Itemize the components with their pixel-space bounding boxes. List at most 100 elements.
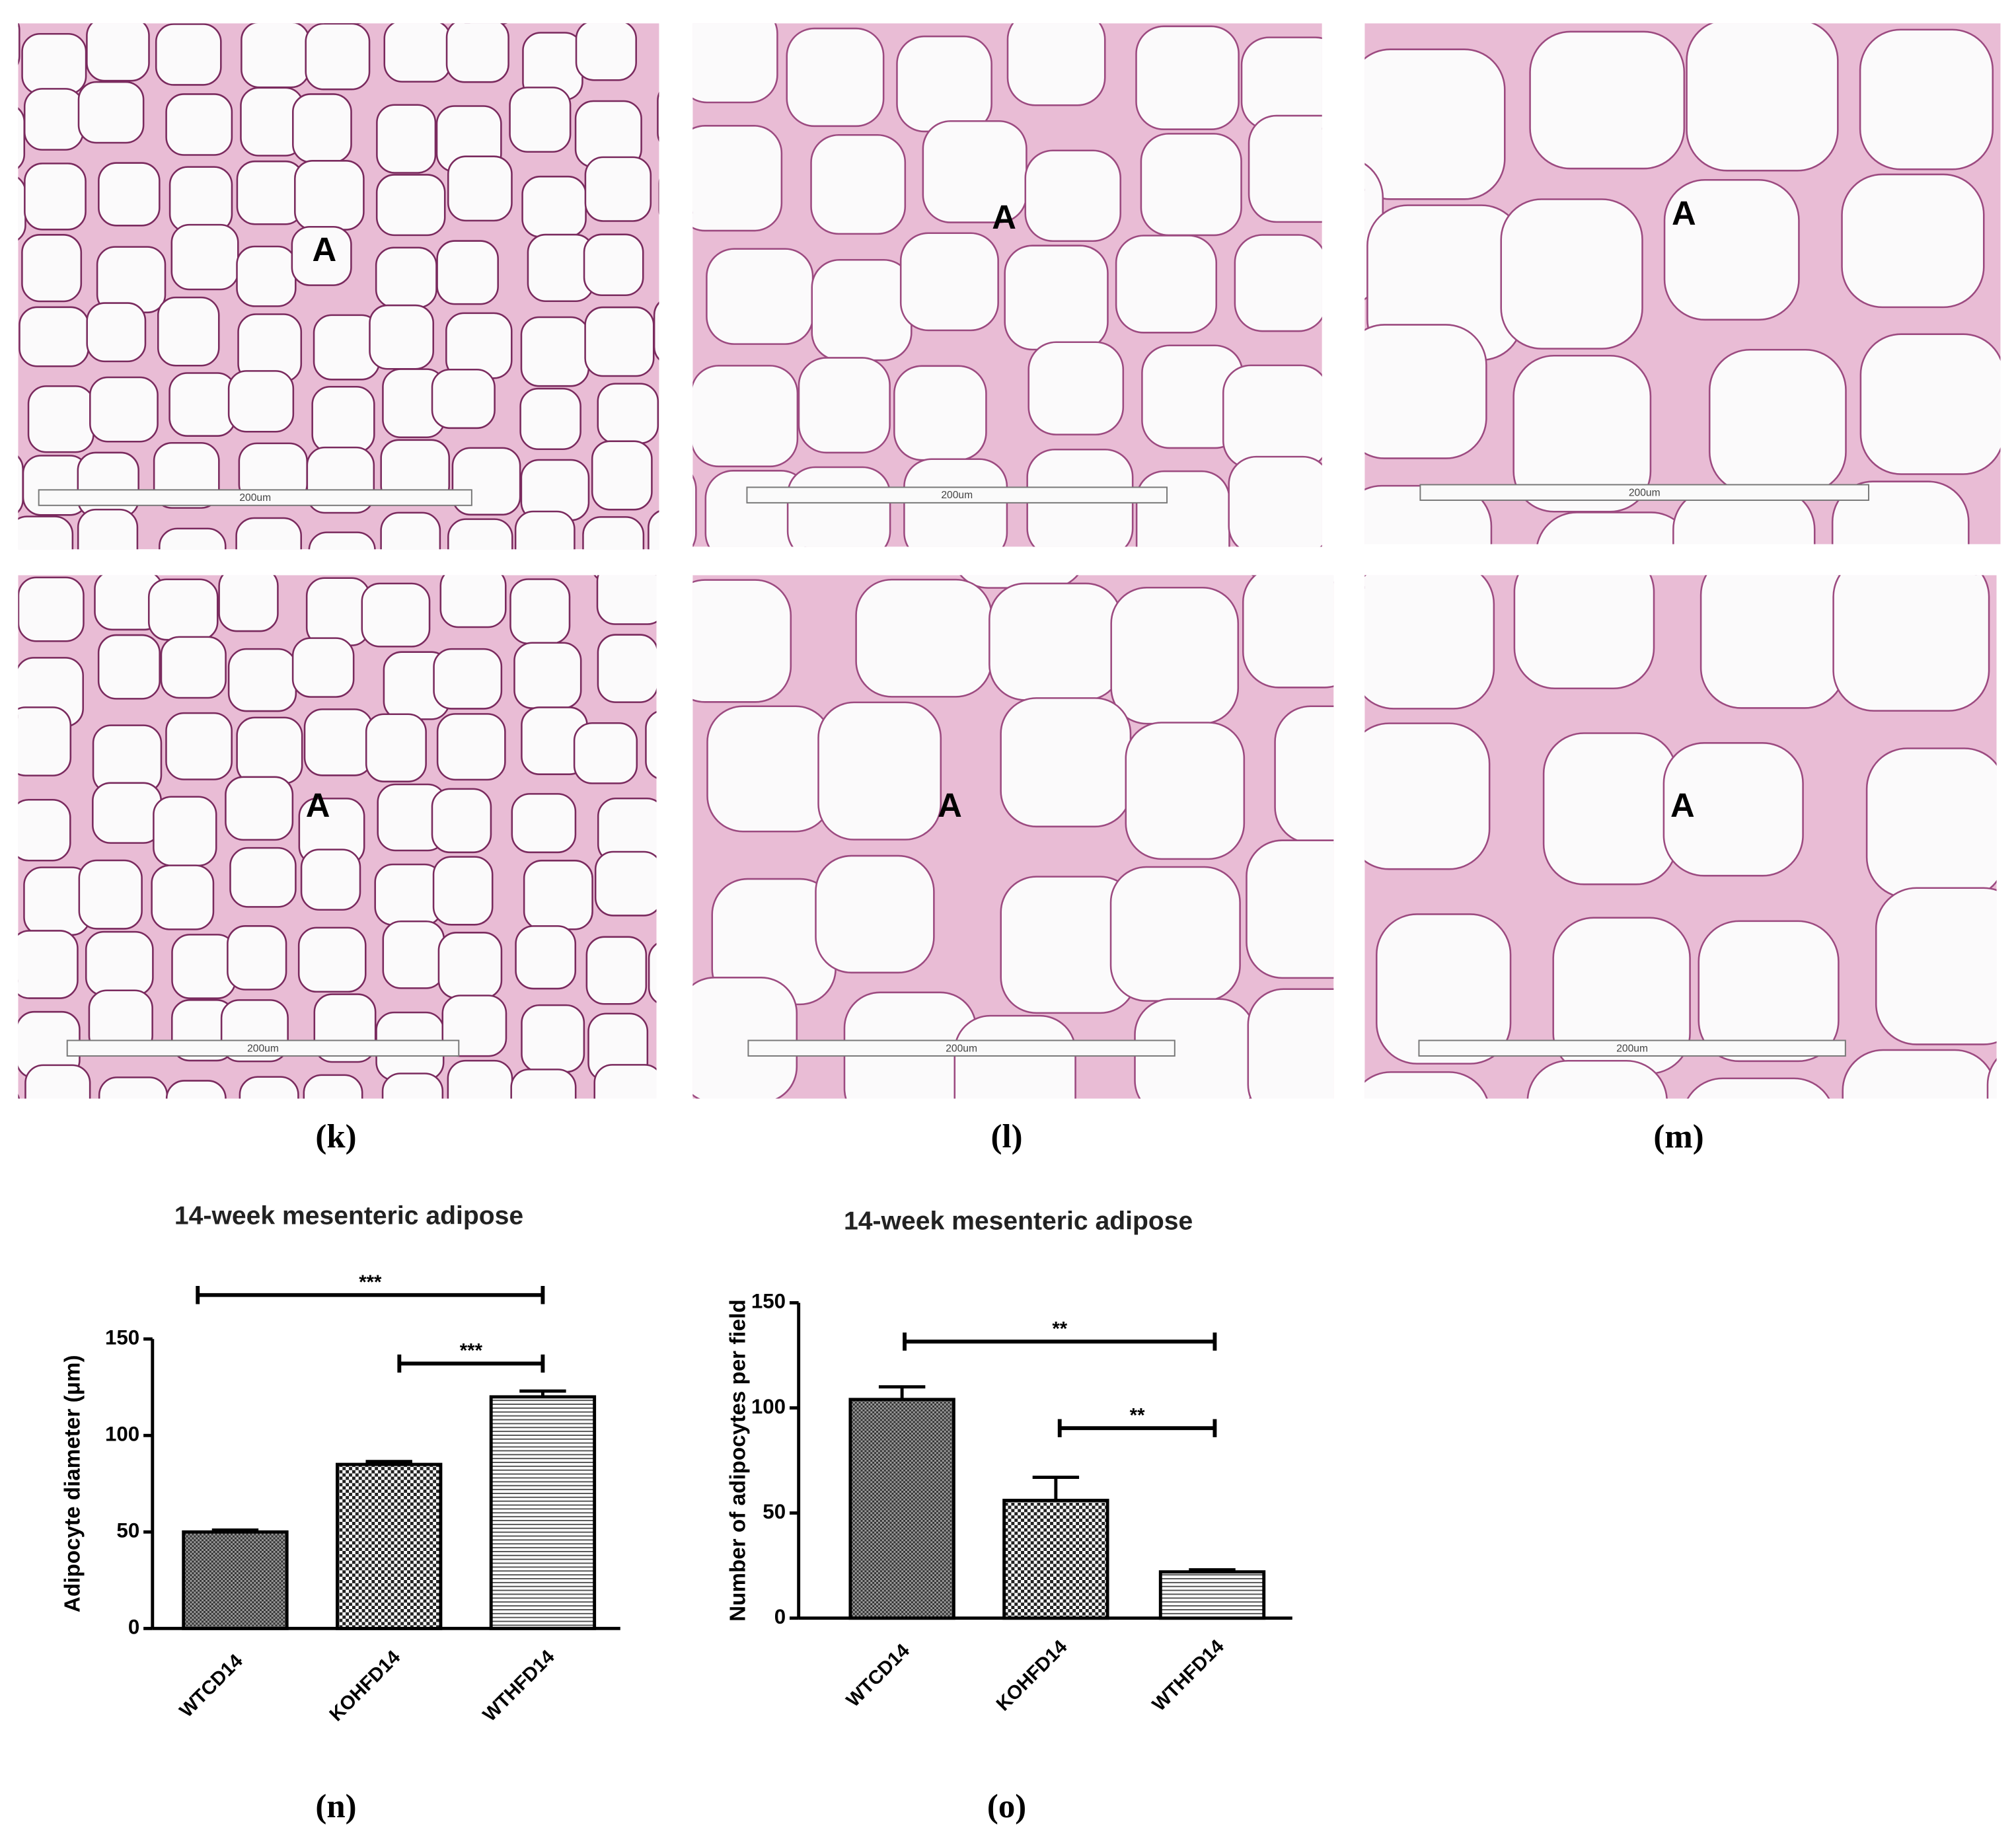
adipocyte xyxy=(85,930,154,997)
adipocyte xyxy=(0,1000,12,1059)
adipocyte xyxy=(1109,866,1241,1002)
adipocyte xyxy=(521,175,587,238)
scale-bar xyxy=(1419,484,1870,501)
adipocyte xyxy=(1024,149,1121,243)
adipocyte xyxy=(227,370,295,433)
adipocyte xyxy=(1135,25,1240,130)
adipocyte xyxy=(78,859,143,930)
adipocyte xyxy=(465,23,507,25)
adipocyte xyxy=(597,634,657,703)
adipocyte xyxy=(227,648,297,712)
adipocyte xyxy=(1248,114,1322,223)
adipocyte xyxy=(1364,48,1506,200)
significance-label: *** xyxy=(359,1271,382,1293)
adipocyte xyxy=(18,176,26,241)
adipocyte xyxy=(432,856,494,926)
adipocyte xyxy=(92,782,163,844)
adipocyte xyxy=(0,724,11,784)
x-tick-label: WTHFD14 xyxy=(478,1645,559,1726)
y-tick-label: 150 xyxy=(751,1290,786,1313)
adipocyte xyxy=(691,0,790,11)
adipocyte xyxy=(786,27,885,128)
x-tick-label: WTCD14 xyxy=(842,1639,914,1712)
significance-bracket xyxy=(1057,1419,1217,1437)
adipocyte xyxy=(579,1137,638,1199)
adipocyte xyxy=(1832,575,1990,712)
adipocyte xyxy=(899,232,999,332)
adipocyte xyxy=(1686,23,1839,172)
adipocyte xyxy=(374,863,443,926)
adipocyte xyxy=(1125,722,1246,860)
adipocyte xyxy=(657,91,659,142)
adipocyte xyxy=(575,23,637,81)
adipocyte xyxy=(300,848,361,911)
adipocyte xyxy=(1364,722,1491,870)
adipocyte xyxy=(1004,245,1109,351)
adipocyte xyxy=(241,23,310,89)
adipocyte xyxy=(1842,1049,1996,1099)
y-axis-label: Adipocyte diameter (μm) xyxy=(60,1355,85,1612)
y-tick-label: 100 xyxy=(751,1395,786,1418)
adipocyte xyxy=(1698,0,1835,21)
adipocyte xyxy=(1364,575,1495,710)
adipocyte xyxy=(841,1140,962,1259)
adipocyte xyxy=(0,511,7,575)
adipocyte xyxy=(1529,30,1686,170)
adipocyte xyxy=(1352,1241,1499,1384)
adipocyte xyxy=(521,1004,585,1073)
y-tick-label: 150 xyxy=(105,1326,139,1349)
adipocyte xyxy=(1663,178,1800,321)
adipocyte xyxy=(584,306,655,377)
adipocyte xyxy=(585,936,648,1005)
error-bar xyxy=(519,1389,566,1397)
adipocyte xyxy=(706,705,833,833)
adipocyte xyxy=(585,0,653,11)
adipocyte xyxy=(513,642,582,709)
adipocyte xyxy=(445,23,509,83)
adipocyte xyxy=(86,23,150,82)
adipocyte xyxy=(155,23,222,86)
adipocyte xyxy=(583,233,644,297)
adipocyte xyxy=(27,385,94,453)
adipocyte xyxy=(1115,235,1218,334)
adipocyte xyxy=(1242,575,1334,689)
adipocyte xyxy=(376,104,437,174)
micrograph: 200um xyxy=(1352,575,1997,1384)
adipocyte xyxy=(1027,341,1125,435)
adipocyte xyxy=(1027,0,1133,15)
adipocyte xyxy=(803,0,902,3)
adipocyte xyxy=(168,372,237,437)
adipocyte xyxy=(239,1076,299,1099)
adipocyte xyxy=(810,133,907,235)
adipocyte xyxy=(294,160,365,231)
adipocyte xyxy=(235,517,302,550)
adipocyte xyxy=(18,930,79,999)
adipocyte xyxy=(920,0,1016,19)
adipocyte xyxy=(18,515,74,550)
error-bar xyxy=(1032,1476,1080,1501)
adipocyte xyxy=(1986,1058,1997,1099)
adipocyte xyxy=(1247,988,1334,1099)
adipocyte xyxy=(692,579,792,703)
chart-title: 14-week mesenteric adipose xyxy=(844,1207,1193,1236)
adipocyte xyxy=(151,864,215,930)
adipocyte xyxy=(171,934,237,999)
adipocyte xyxy=(218,575,279,632)
adipocyte xyxy=(953,1014,1076,1099)
adipocyte xyxy=(509,578,571,645)
micrograph: 200um xyxy=(0,0,793,660)
adipocyte xyxy=(1708,348,1847,494)
adipocyte xyxy=(515,925,577,990)
adipocyte xyxy=(0,602,11,660)
adipocyte xyxy=(1222,364,1322,469)
adipocyte xyxy=(730,0,793,13)
x-tick-label: WTCD14 xyxy=(175,1649,247,1721)
adipocyte xyxy=(692,23,778,104)
adipocyte xyxy=(2014,0,2016,26)
adipocyte xyxy=(597,0,690,25)
adipocyte xyxy=(1513,575,1655,689)
adipocyte xyxy=(375,246,437,309)
adipocyte xyxy=(18,1094,20,1099)
adipocyte xyxy=(584,156,652,222)
